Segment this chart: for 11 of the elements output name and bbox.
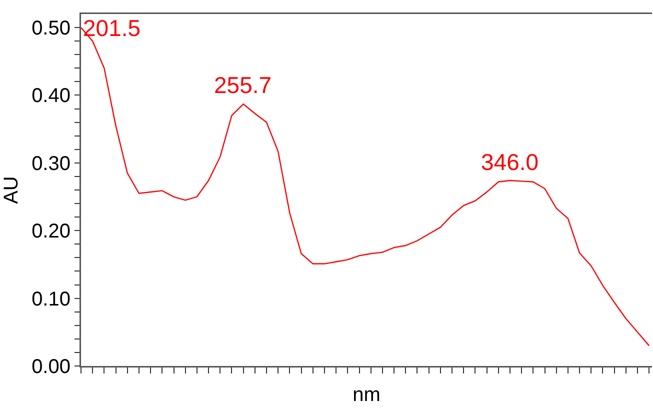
annotation: 255.7 xyxy=(214,72,272,98)
y-tick-label: 0.30 xyxy=(32,152,70,175)
x-axis-title: nm xyxy=(352,384,380,406)
y-axis-title: AU xyxy=(0,176,22,204)
y-tick-label: 0.00 xyxy=(32,356,70,378)
y-tick-label: 0.10 xyxy=(32,288,70,310)
annotation: 346.0 xyxy=(481,149,539,175)
y-tick-label: 0.50 xyxy=(32,18,70,40)
annotation: 201.5 xyxy=(83,15,141,41)
y-tick-label: 0.20 xyxy=(32,220,70,243)
y-tick-label: 0.40 xyxy=(32,85,70,108)
